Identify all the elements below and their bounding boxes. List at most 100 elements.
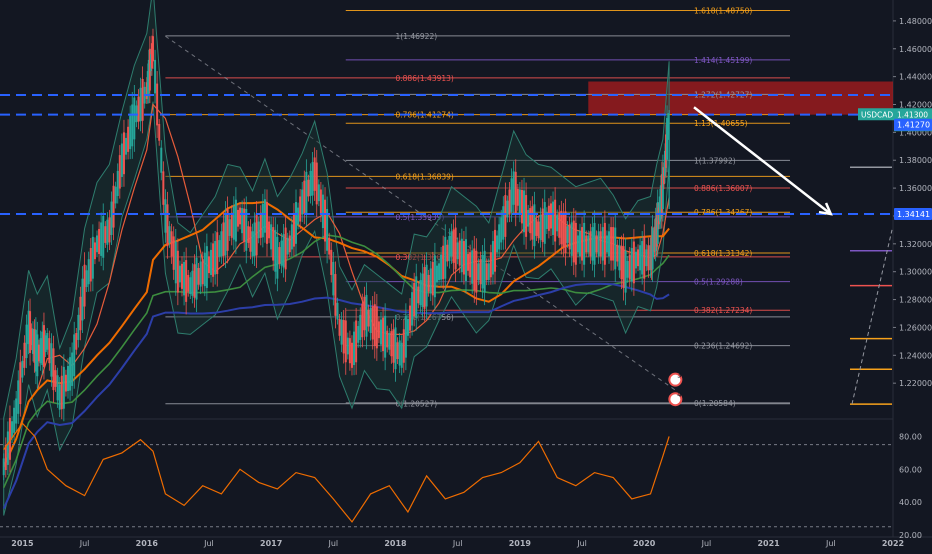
fib-label: 0.5(1.29288) <box>694 278 743 287</box>
x-tick-label: Jul <box>203 539 214 548</box>
candle-body <box>21 360 24 378</box>
candle-body <box>533 204 536 247</box>
candle-body <box>637 249 640 267</box>
fib-label: 0.886(1.43913) <box>396 74 454 83</box>
candle-body <box>481 254 484 289</box>
candle-body <box>6 431 9 465</box>
y-tick-label: 1.38000 <box>899 156 932 165</box>
candle-body <box>409 305 412 331</box>
candle-body <box>525 195 528 237</box>
candle-body <box>566 226 569 243</box>
y-tick-label: 1.22000 <box>899 379 932 388</box>
candle-body <box>485 263 488 281</box>
candle-body <box>146 71 149 97</box>
candle-body <box>313 157 316 191</box>
candle-body <box>257 221 260 239</box>
candle-body <box>118 155 121 189</box>
candle-body <box>500 217 503 243</box>
candle-body <box>438 263 441 281</box>
symbol-tag-label: USDCAD <box>861 110 893 119</box>
candle-body <box>23 342 26 368</box>
candle-body <box>207 256 210 274</box>
candle-body <box>562 213 565 247</box>
candle-body <box>278 247 281 264</box>
candle-body <box>205 246 208 288</box>
candle-body <box>52 348 55 391</box>
fib-label: 0(1.20527) <box>396 400 438 409</box>
candle-body <box>593 222 596 265</box>
fib-label: 0.886(1.36007) <box>694 184 752 193</box>
candle-body <box>654 217 657 252</box>
candle-body <box>662 167 665 185</box>
candle-body <box>228 219 231 236</box>
candle-body <box>263 199 266 233</box>
candle-body <box>288 235 291 253</box>
rsi-tick-label: 20.00 <box>899 531 922 540</box>
projection-arrow-head <box>818 202 833 216</box>
candle-body <box>199 261 202 287</box>
candle-body <box>581 227 584 261</box>
candle-body <box>158 124 161 141</box>
candle-body <box>270 224 273 250</box>
candle-body <box>527 209 530 227</box>
candle-body <box>361 303 364 338</box>
y-tick-label: 1.42000 <box>899 101 932 110</box>
candle-body <box>417 286 420 304</box>
fib-levels: 1.618(1.48750) 1(1.46922) 1.414(1.45199) 0.… <box>165 6 893 409</box>
candle-body <box>427 274 430 292</box>
candle-body <box>112 185 115 228</box>
candle-body <box>406 319 409 336</box>
candle-body <box>665 134 668 168</box>
candle-body <box>189 277 192 294</box>
candle-body <box>39 338 42 364</box>
candle-body <box>344 320 347 363</box>
candle-body <box>605 235 608 253</box>
candle-body <box>518 189 521 215</box>
candle-body <box>48 338 51 364</box>
candle-body <box>655 213 658 247</box>
resistance-zone-rect <box>588 81 893 115</box>
candle-body <box>626 261 629 278</box>
candle-body <box>587 235 590 253</box>
candle-body <box>549 203 552 229</box>
candle-body <box>102 215 105 258</box>
candle-body <box>475 250 478 293</box>
price-series <box>2 0 670 516</box>
candle-body <box>502 206 505 240</box>
candle-body <box>458 240 461 266</box>
candle-body <box>148 48 151 91</box>
horizontal-levels <box>0 94 893 216</box>
candle-body <box>73 334 76 377</box>
resistance-zone <box>588 81 893 115</box>
candle-body <box>122 132 125 175</box>
candle-body <box>214 241 217 275</box>
candle-body <box>382 317 385 352</box>
candle-body <box>299 196 302 222</box>
candle-body <box>50 343 53 377</box>
candle-body <box>659 185 662 219</box>
candle-body <box>56 375 59 401</box>
time-axis[interactable]: 2015 Jul 2016 Jul 2017 Jul 2018 Jul 2019 Jul 2020 J… <box>11 539 904 548</box>
candle-body <box>268 221 271 239</box>
candle-body <box>222 222 225 256</box>
candle-body <box>658 196 661 222</box>
candle-body <box>307 179 310 197</box>
candle-body <box>151 36 154 62</box>
candle-body <box>253 222 256 256</box>
candle-body <box>353 331 356 366</box>
candle-body <box>411 292 414 326</box>
candle-body <box>510 178 513 212</box>
candle-body <box>36 334 39 377</box>
candle-body <box>601 227 604 261</box>
candle-body <box>589 231 592 257</box>
y-tick-label: 1.30000 <box>899 268 932 277</box>
candle-body <box>64 374 67 392</box>
y-tick-label: 1.32000 <box>899 240 932 249</box>
candle-body <box>71 352 74 386</box>
candle-body <box>230 212 233 238</box>
fib-label: 0.618(1.36839) <box>396 172 454 181</box>
candle-body <box>539 215 542 241</box>
candle-body <box>46 333 49 350</box>
price-tag-lower-box <box>894 208 932 221</box>
